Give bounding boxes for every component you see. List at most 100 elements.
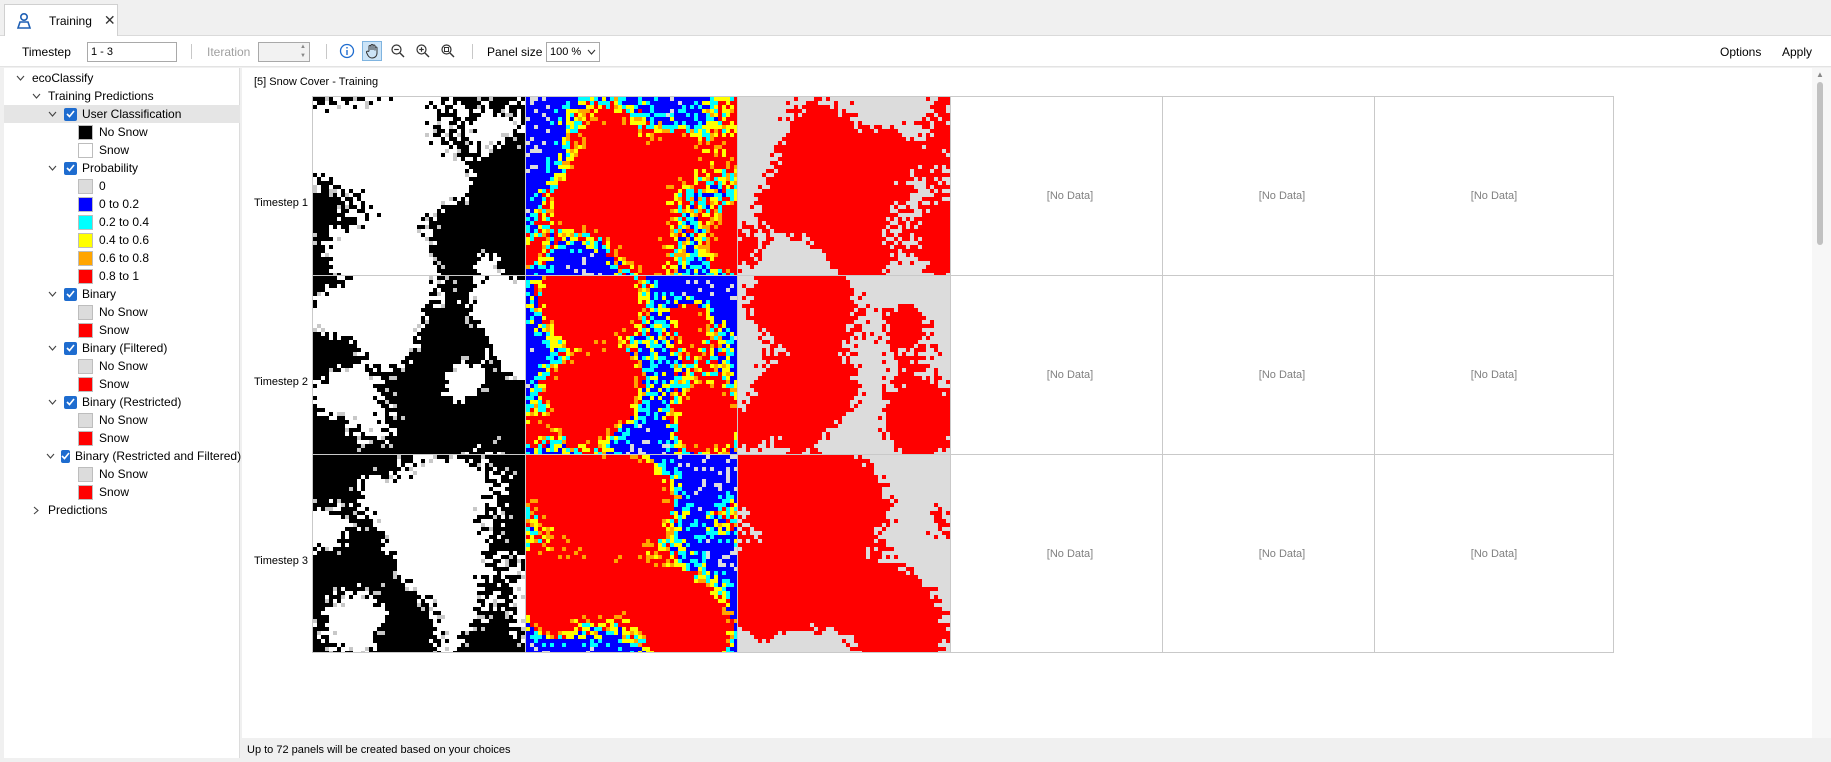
legend-item: 0	[4, 177, 240, 195]
row-label: Timestep 1	[254, 196, 309, 209]
tree-group-3[interactable]: Binary (Filtered)	[4, 339, 240, 357]
legend-swatch	[78, 358, 93, 374]
no-data-label: [No Data]	[1258, 547, 1306, 560]
map-panel[interactable]	[525, 454, 765, 653]
chevron-right-icon[interactable]	[30, 504, 42, 516]
toolbar-separator	[326, 44, 327, 59]
tree-item-training-predictions[interactable]: Training Predictions	[4, 87, 240, 105]
pan-hand-icon[interactable]	[362, 41, 382, 61]
map-panel[interactable]: [No Data]	[1374, 96, 1614, 295]
legend-item: Snow	[4, 483, 240, 501]
tree-item-label: No Snow	[99, 359, 148, 373]
tree-item-label: Training Predictions	[48, 89, 154, 103]
checkbox-checked[interactable]	[64, 287, 77, 301]
status-bar: Up to 72 panels will be created based on…	[242, 738, 1831, 762]
tree-item-label: Binary (Restricted and Filtered)	[75, 449, 242, 463]
scroll-up-icon[interactable]: ▲	[1816, 70, 1824, 79]
checkbox-checked[interactable]	[64, 161, 77, 175]
chevron-down-icon[interactable]	[46, 162, 58, 174]
apply-button[interactable]: Apply	[1782, 44, 1813, 59]
chevron-down-icon[interactable]	[46, 450, 55, 462]
chevron-down-icon[interactable]	[46, 108, 58, 120]
map-panel[interactable]	[525, 96, 765, 295]
map-panel[interactable]: [No Data]	[950, 275, 1190, 474]
legend-item: No Snow	[4, 123, 240, 141]
map-panel[interactable]	[737, 454, 977, 653]
chevron-down-icon[interactable]	[46, 396, 58, 408]
tree-item-root[interactable]: ecoClassify	[4, 69, 240, 87]
scroll-thumb[interactable]	[1817, 82, 1823, 245]
map-panel[interactable]: [No Data]	[950, 96, 1190, 295]
zoom-out-icon[interactable]	[388, 41, 408, 61]
map-panel[interactable]: [No Data]	[950, 454, 1190, 653]
map-panel[interactable]: [No Data]	[1374, 454, 1614, 653]
chevron-down-icon	[587, 46, 596, 58]
tree-item-label: Snow	[99, 485, 130, 499]
map-panel[interactable]	[312, 96, 552, 295]
legend-item: 0.6 to 0.8	[4, 249, 240, 267]
legend-swatch	[78, 430, 93, 446]
zoom-in-icon[interactable]	[413, 41, 433, 61]
map-panel[interactable]	[737, 96, 977, 295]
raster-map	[526, 97, 764, 294]
tree-item-label: 0.8 to 1	[99, 269, 140, 283]
legend-swatch	[78, 196, 93, 212]
chevron-down-icon[interactable]	[46, 288, 58, 300]
map-panel[interactable]: [No Data]	[1374, 275, 1614, 474]
zoom-extent-icon[interactable]	[438, 41, 458, 61]
raster-map	[526, 455, 764, 652]
tree-group-5[interactable]: Binary (Restricted and Filtered)	[4, 447, 242, 465]
no-data-label: [No Data]	[1258, 189, 1306, 202]
legend-item: 0 to 0.2	[4, 195, 240, 213]
tree-group-0[interactable]: User Classification	[4, 105, 240, 123]
map-panel[interactable]	[737, 275, 977, 474]
iteration-label: Iteration	[207, 44, 251, 59]
checkbox-checked[interactable]	[64, 341, 77, 355]
tree-group-1[interactable]: Probability	[4, 159, 240, 177]
tree-item-label: Snow	[99, 431, 130, 445]
tree-item-label: Snow	[99, 323, 130, 337]
legend-swatch	[78, 124, 93, 140]
legend-swatch	[78, 322, 93, 338]
legend-item: No Snow	[4, 411, 240, 429]
checkbox-checked[interactable]	[64, 395, 77, 409]
raster-map	[313, 97, 551, 294]
map-panel[interactable]: [No Data]	[1162, 275, 1402, 474]
tree-item-label: No Snow	[99, 305, 148, 319]
tree-item-label: Binary (Restricted)	[82, 395, 182, 409]
tree-item-predictions[interactable]: Predictions	[4, 501, 240, 519]
chevron-down-icon[interactable]	[30, 90, 42, 102]
info-icon[interactable]	[337, 41, 357, 61]
vertical-scrollbar[interactable]: ▲	[1812, 68, 1831, 738]
raster-map	[526, 276, 764, 473]
map-panel[interactable]: [No Data]	[1162, 96, 1402, 295]
panel-size-select[interactable]: 100 %	[546, 41, 600, 62]
panel-grid: [5] Snow Cover - Training User Classific…	[242, 68, 1812, 738]
map-panel[interactable]	[312, 454, 552, 653]
tree-group-4[interactable]: Binary (Restricted)	[4, 393, 240, 411]
legend-swatch	[78, 484, 93, 500]
tab-training[interactable]: Training ✕	[4, 4, 118, 36]
toolbar-separator	[191, 44, 192, 59]
options-button[interactable]: Options	[1720, 44, 1762, 59]
checkbox-checked[interactable]	[61, 449, 70, 463]
iteration-input[interactable]	[258, 41, 310, 62]
no-data-label: [No Data]	[1258, 368, 1306, 381]
no-data-label: [No Data]	[1046, 189, 1094, 202]
map-panel[interactable]	[312, 275, 552, 474]
legend-item: No Snow	[4, 357, 240, 375]
tree-group-2[interactable]: Binary	[4, 285, 240, 303]
checkbox-checked[interactable]	[64, 107, 77, 121]
chevron-down-icon[interactable]	[14, 72, 26, 84]
raster-map	[738, 97, 976, 294]
map-panel[interactable]: [No Data]	[1162, 454, 1402, 653]
timestep-input[interactable]	[87, 41, 177, 62]
no-data-label: [No Data]	[1470, 368, 1518, 381]
chevron-down-icon[interactable]	[46, 342, 58, 354]
legend-item: No Snow	[4, 303, 240, 321]
close-icon[interactable]: ✕	[103, 12, 116, 28]
toolbar: Timestep Iteration ▲▼ Panel size 100 %	[0, 36, 1831, 67]
iteration-spinner[interactable]: ▲ ▼	[300, 43, 306, 59]
map-panel[interactable]	[525, 275, 765, 474]
legend-swatch	[78, 412, 93, 428]
